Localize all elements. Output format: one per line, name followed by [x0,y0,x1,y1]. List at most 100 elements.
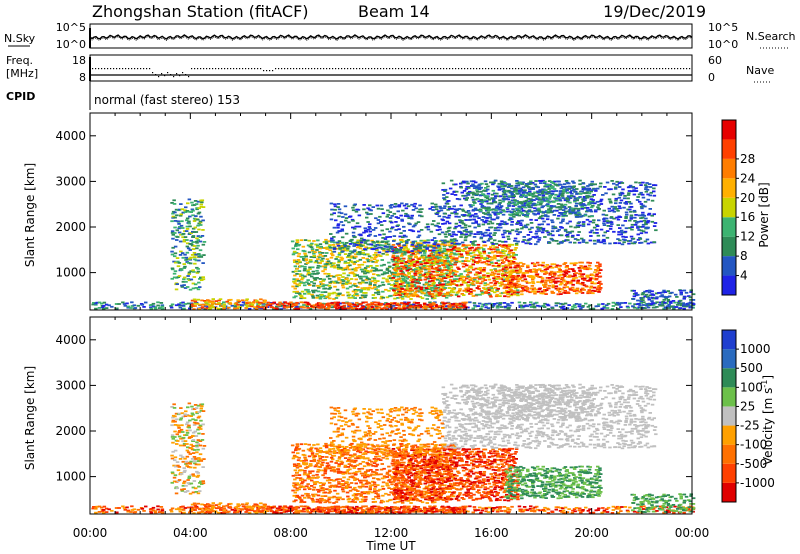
power-cell [193,200,198,202]
power-cell [403,263,408,265]
power-cell [544,189,548,192]
power-cell [473,215,477,218]
power-cell [435,284,440,287]
power-cell [524,206,528,209]
power-cell [539,264,543,266]
power-cell [539,180,543,182]
power-cell [361,257,365,259]
power-cell [449,241,454,243]
power-cell [355,222,360,225]
power-cell [339,256,343,259]
power-cell [430,293,435,295]
power-cell [479,236,484,239]
power-cell [350,255,354,258]
power-cell [294,295,298,298]
power-cell [539,182,543,184]
power-cell [522,302,527,304]
power-cell [618,202,623,204]
power-cell [514,242,519,245]
power-cell [486,276,490,278]
power-cell [544,279,549,282]
power-cell [193,226,197,229]
power-cell [649,303,654,306]
power-cell [377,251,382,254]
power-cell [516,233,520,236]
power-cell [496,213,500,215]
power-cell [477,186,481,189]
power-cell [384,242,388,245]
power-cell [300,265,304,268]
power-cell [172,272,177,275]
power-cell [341,276,345,278]
power-cell [327,294,331,297]
power-cell [413,274,418,277]
power-cell [524,214,529,216]
power-cell [624,215,628,218]
power-cell [581,266,585,269]
power-cell [538,189,542,191]
power-cell [334,258,338,260]
power-cell [634,181,638,184]
power-cell [367,235,371,237]
power-cell [327,273,331,275]
power-cell [639,217,643,219]
power-cell [627,201,632,203]
nave-point [452,68,454,70]
power-cell [452,183,456,186]
power-cell [550,221,555,224]
power-cell [491,183,495,186]
power-cell [443,287,447,289]
power-cell [452,257,457,260]
power-cell [402,267,407,270]
power-cell [574,213,578,216]
nave-point [401,68,403,70]
power-cell [561,192,565,195]
power-cell [483,256,488,259]
nave-point [296,68,298,70]
power-cell [337,215,341,218]
power-cell [557,197,561,199]
power-cell [233,307,237,310]
power-cell [442,197,446,199]
power-cell [132,304,137,307]
power-cell [492,277,496,280]
power-cell [499,226,503,229]
power-cell [474,208,478,211]
power-cell [464,277,469,280]
power-cell [471,263,475,266]
power-cell [674,306,679,308]
power-cell [372,258,377,260]
power-cell [445,220,450,223]
power-cell [559,293,563,295]
power-cell [422,292,427,295]
power-cell [556,277,560,280]
power-cell [202,254,206,256]
power-cell [325,263,329,265]
nave-point [581,68,583,70]
power-cell [535,275,540,277]
nave-point [116,68,118,70]
power-cell [181,232,186,235]
power-cell [481,233,485,236]
power-cell [651,302,655,304]
power-cell [565,231,570,234]
nave-point [164,75,166,77]
power-cell [474,181,478,184]
power-cell [592,194,596,196]
nave-point [317,68,319,70]
power-cell [292,303,296,305]
power-cell [556,289,560,291]
power-cell [531,192,536,195]
power-cell [356,251,360,254]
power-cell [316,272,320,274]
nave-point [602,68,604,70]
power-cell [535,235,539,238]
power-cell [534,236,538,239]
power-cell [346,247,350,250]
power-cell [194,215,198,217]
power-cell [357,214,362,217]
power-cell [604,192,608,195]
power-cell [384,241,389,244]
power-cell [544,196,548,199]
power-cell [663,296,668,299]
